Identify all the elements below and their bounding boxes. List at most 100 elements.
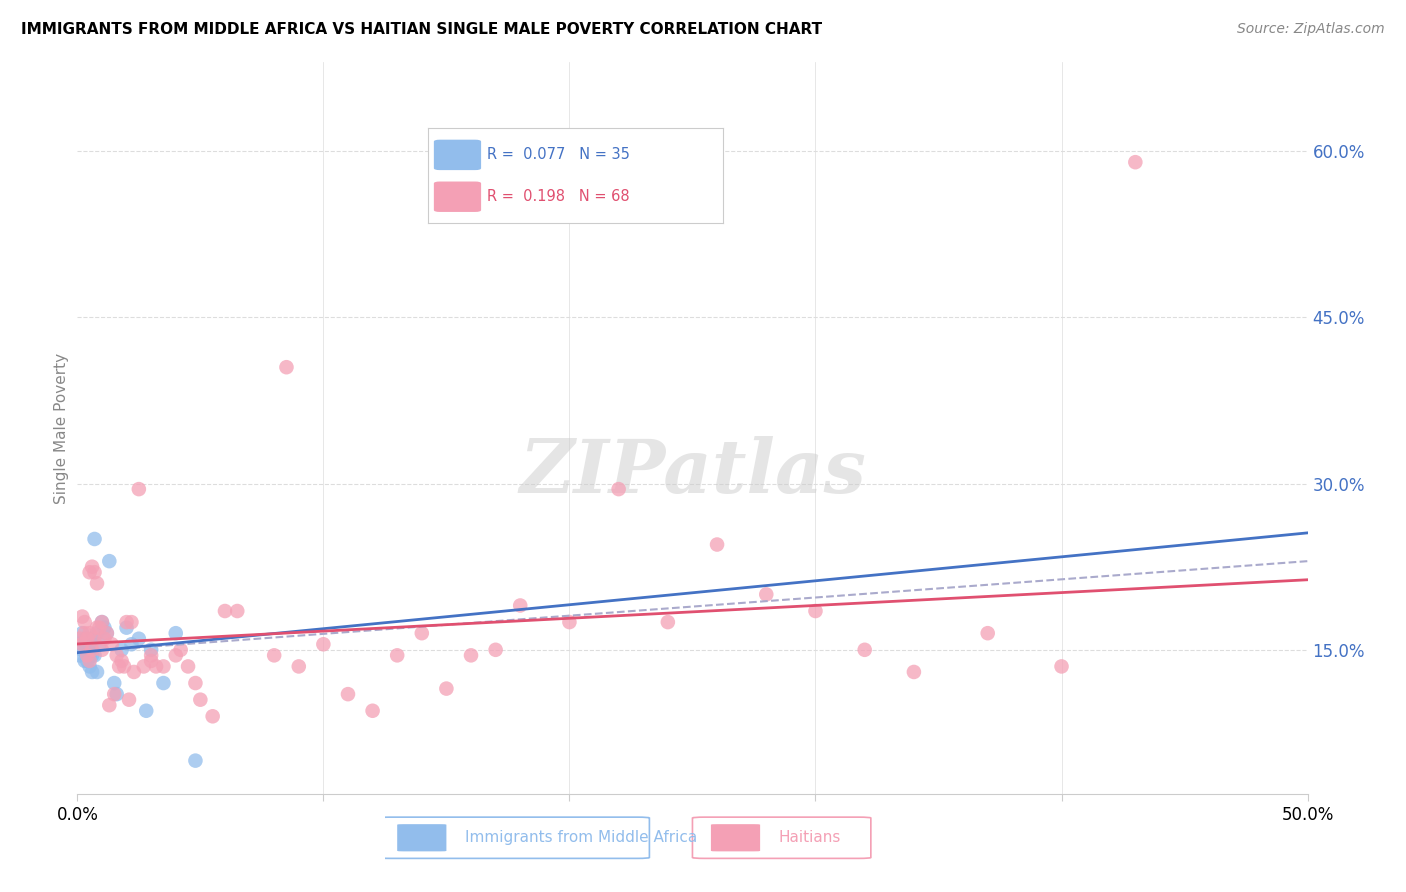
Point xyxy=(263,648,285,663)
Point xyxy=(118,692,141,706)
Point xyxy=(361,704,384,718)
Point xyxy=(79,648,101,663)
Point xyxy=(90,642,114,657)
Point xyxy=(108,659,131,673)
Point xyxy=(83,566,105,580)
Point xyxy=(90,615,114,629)
Point xyxy=(141,654,163,668)
Point xyxy=(128,482,150,496)
Point xyxy=(558,615,581,629)
Point xyxy=(82,642,104,657)
Point xyxy=(86,665,108,679)
Point xyxy=(141,642,163,657)
Point xyxy=(1050,659,1073,673)
Point xyxy=(79,566,101,580)
Point xyxy=(96,626,118,640)
Text: ZIPatlas: ZIPatlas xyxy=(519,436,866,508)
Point xyxy=(79,626,101,640)
Point xyxy=(122,665,145,679)
Point xyxy=(93,632,115,646)
Point xyxy=(385,648,409,663)
Point xyxy=(86,621,108,635)
Point xyxy=(607,482,630,496)
Point xyxy=(188,692,212,706)
Point xyxy=(111,654,132,668)
Point xyxy=(165,648,187,663)
Point xyxy=(804,604,827,618)
Point xyxy=(82,665,104,679)
Point xyxy=(170,642,193,657)
Point xyxy=(460,150,482,164)
Point xyxy=(73,626,96,640)
Point xyxy=(312,637,335,651)
Point xyxy=(145,659,167,673)
Point xyxy=(165,626,187,640)
Point xyxy=(509,599,531,613)
Point xyxy=(755,587,778,601)
Y-axis label: Single Male Poverty: Single Male Poverty xyxy=(53,352,69,504)
Point xyxy=(79,659,101,673)
Point xyxy=(98,554,121,568)
Point xyxy=(82,632,104,646)
Point xyxy=(177,659,200,673)
Point xyxy=(70,642,93,657)
Point xyxy=(141,648,163,663)
Point xyxy=(135,704,157,718)
Point xyxy=(103,687,125,701)
Point xyxy=(76,654,98,668)
Point xyxy=(98,698,121,713)
Point xyxy=(73,632,96,646)
Point xyxy=(1125,155,1147,169)
Point xyxy=(79,637,101,651)
Point xyxy=(79,654,101,668)
Point xyxy=(70,626,93,640)
Point xyxy=(101,637,124,651)
Point xyxy=(115,615,138,629)
Point xyxy=(86,626,108,640)
Point xyxy=(214,604,236,618)
Point xyxy=(82,559,104,574)
Point xyxy=(103,676,125,690)
Point xyxy=(82,648,104,663)
Point xyxy=(903,665,925,679)
Point xyxy=(70,637,93,651)
Point xyxy=(76,640,98,655)
Point xyxy=(121,615,143,629)
Point xyxy=(337,687,360,701)
Point xyxy=(96,626,118,640)
Point xyxy=(460,648,482,663)
Point xyxy=(276,360,298,375)
Point xyxy=(90,615,114,629)
Point xyxy=(853,642,876,657)
Point xyxy=(657,615,679,629)
Point xyxy=(76,648,98,663)
Point xyxy=(105,687,128,701)
Point xyxy=(76,632,98,646)
Point xyxy=(83,532,105,546)
Point xyxy=(111,642,132,657)
Point xyxy=(485,642,508,657)
Point xyxy=(70,609,93,624)
Point xyxy=(73,637,96,651)
Point xyxy=(89,621,111,635)
Point xyxy=(201,709,224,723)
Point xyxy=(184,676,207,690)
Point xyxy=(83,632,105,646)
Point xyxy=(76,645,98,659)
Point xyxy=(73,615,96,629)
Point xyxy=(152,659,174,673)
Point xyxy=(69,648,91,663)
Point xyxy=(86,576,108,591)
Point xyxy=(128,632,150,646)
Point xyxy=(152,676,174,690)
Point xyxy=(105,648,128,663)
Point xyxy=(184,754,207,768)
Point xyxy=(69,632,91,646)
Point xyxy=(121,637,143,651)
Point xyxy=(132,659,155,673)
Point xyxy=(93,621,115,635)
Point xyxy=(977,626,1000,640)
Point xyxy=(73,654,96,668)
Point xyxy=(226,604,249,618)
Point xyxy=(115,621,138,635)
